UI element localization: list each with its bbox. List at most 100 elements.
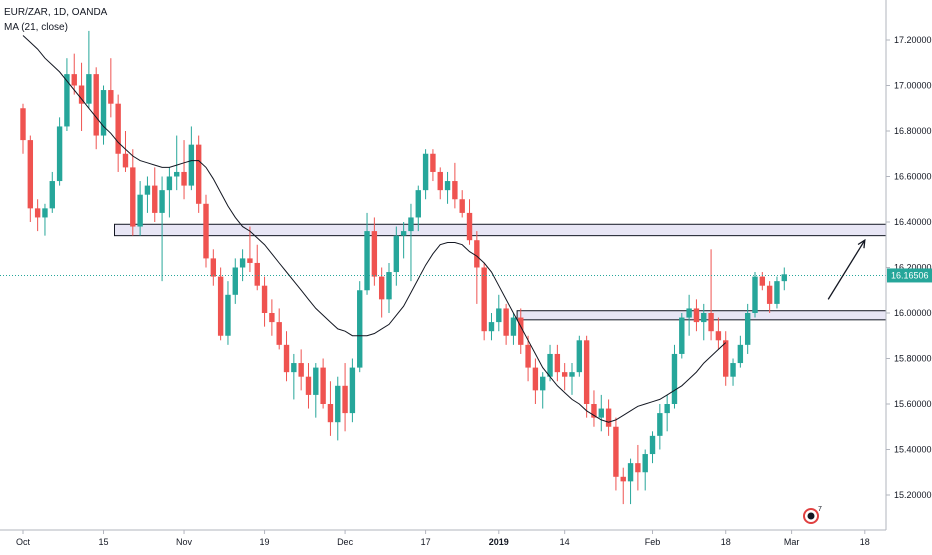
price-tick-label: 15.40000 — [894, 445, 932, 455]
candle-body — [78, 85, 85, 104]
time-tick-label: Mar — [784, 537, 800, 547]
candle-body — [657, 413, 663, 436]
candle-body — [174, 171, 180, 177]
candle-body — [649, 435, 656, 455]
candle-body — [781, 274, 787, 282]
time-tick-label: 18 — [721, 537, 731, 547]
candle-body — [188, 144, 195, 186]
candle-body — [408, 217, 414, 232]
svg-text:7: 7 — [818, 506, 822, 513]
candle-body — [532, 367, 539, 391]
price-axis[interactable]: 17.20000 17.00000 16.80000 16.60000 16.40000… — [885, 0, 932, 530]
candle-body — [766, 285, 773, 304]
candle-body — [547, 353, 553, 377]
candle-body — [591, 404, 597, 418]
candle-body — [305, 376, 312, 395]
candle-body — [488, 322, 495, 332]
candle-body — [452, 181, 458, 200]
candle-body — [20, 108, 26, 141]
price-tick-label: 15.60000 — [894, 399, 932, 409]
candle-body — [298, 363, 304, 377]
candle-body — [137, 194, 143, 227]
candle-body — [144, 185, 151, 195]
candle-body — [254, 262, 260, 286]
candle-body — [474, 240, 480, 268]
candle-body — [64, 74, 70, 127]
candle-body — [217, 276, 224, 336]
candle-body — [554, 353, 561, 373]
candle-body — [723, 340, 729, 377]
candle-body — [510, 317, 517, 336]
last-price-tag — [887, 268, 932, 283]
candle-body — [195, 144, 202, 204]
candle-body — [239, 258, 246, 268]
candle-body — [518, 317, 524, 345]
candle-body — [130, 167, 136, 227]
candle-body — [671, 353, 678, 404]
candle-body — [276, 322, 282, 345]
time-tick-label: Dec — [337, 537, 354, 547]
candle-body — [210, 258, 217, 277]
candle-body — [93, 74, 99, 136]
candle-body — [378, 276, 385, 300]
candle-body — [283, 344, 290, 373]
candle-body — [664, 404, 670, 414]
candle-body — [327, 404, 334, 423]
candle-body — [561, 372, 568, 377]
price-tick-label: 16.20000 — [894, 263, 932, 273]
candle-body — [635, 463, 641, 473]
candle-body — [159, 190, 165, 213]
time-tick-label: 14 — [560, 537, 570, 547]
candle-body — [620, 476, 626, 482]
time-tick-label: 19 — [260, 537, 270, 547]
price-tick-label: 17.20000 — [894, 35, 932, 45]
candle-body — [752, 276, 758, 313]
candle-body — [737, 344, 744, 364]
price-tick-label: 15.20000 — [894, 490, 932, 500]
candle-body — [357, 290, 363, 368]
candle-body — [108, 90, 114, 104]
candle-body — [605, 408, 612, 427]
time-axis[interactable]: Oct 15 Nov 19 Dec 17 2019 14 Feb 18 Mar 18 — [0, 529, 886, 547]
candle-body — [569, 372, 575, 377]
ma-line — [22, 35, 727, 423]
candle-body — [693, 308, 700, 323]
candle-body — [335, 385, 341, 423]
symbol-title[interactable]: EUR/ZAR, 1D, OANDA — [4, 7, 108, 18]
candle-body — [313, 367, 319, 395]
zone-1[interactable] — [114, 223, 887, 237]
trend-arrow[interactable] — [827, 239, 866, 300]
candle-body — [291, 363, 297, 373]
time-tick-label: 18 — [860, 537, 870, 547]
candle-body — [466, 212, 473, 241]
time-tick-label: Oct — [16, 537, 31, 547]
time-tick-label: Feb — [645, 537, 661, 547]
candle-body — [730, 363, 736, 377]
candle-body — [496, 308, 502, 323]
candle-body — [100, 90, 107, 136]
candle-body — [679, 317, 685, 354]
candle-body — [627, 463, 634, 482]
price-tick-label: 16.60000 — [894, 172, 932, 182]
indicator-legend[interactable]: MA (21, close) — [4, 22, 68, 33]
candle-body — [744, 313, 751, 345]
candle-body — [181, 171, 187, 186]
candle-body — [247, 258, 253, 263]
candle-body — [364, 231, 370, 291]
candle-body — [261, 285, 268, 313]
time-tick-label: 17 — [421, 537, 431, 547]
candle-body — [774, 281, 780, 304]
candle-body — [56, 126, 63, 182]
candle-body — [122, 153, 129, 168]
candle-body — [503, 308, 509, 336]
candles-layer — [20, 30, 787, 505]
price-tick-label: 17.00000 — [894, 81, 932, 91]
candle-body — [27, 140, 34, 209]
candle-body — [613, 426, 619, 477]
candle-body — [342, 385, 348, 414]
candle-body — [583, 340, 590, 404]
candle-body — [86, 74, 92, 104]
candle-body — [203, 203, 209, 259]
